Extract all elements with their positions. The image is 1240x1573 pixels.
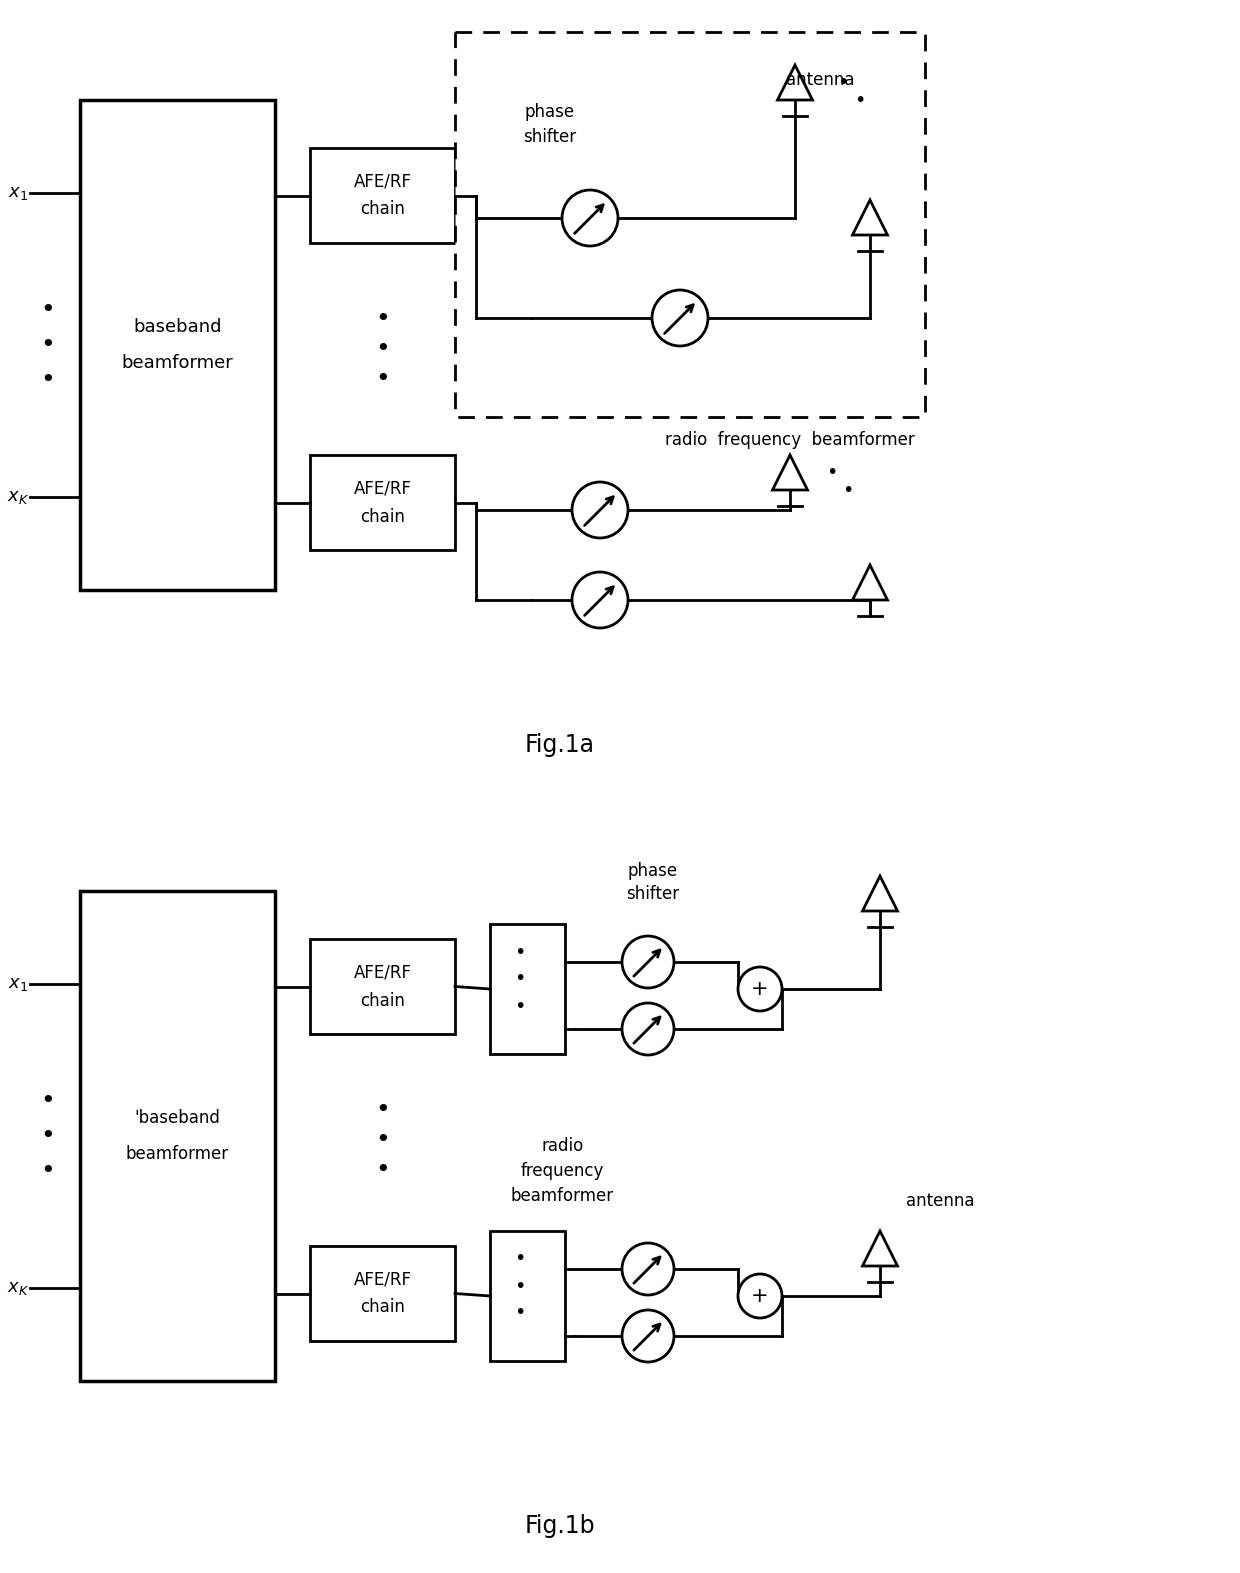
Text: phase: phase [627,862,678,879]
Text: •: • [41,333,56,357]
Text: •: • [41,1159,56,1183]
Text: •: • [826,464,838,483]
Text: +: + [751,1287,769,1306]
Bar [81,101,275,590]
Text: chain: chain [360,1298,405,1317]
Text: •: • [837,74,848,93]
Circle shape [572,573,627,628]
Text: chain: chain [360,991,405,1010]
Text: shifter: shifter [626,886,680,903]
Text: antenna: antenna [786,71,854,90]
Bar [455,31,925,417]
Text: +: + [751,978,769,999]
Text: beamformer: beamformer [122,354,233,371]
Circle shape [562,190,618,245]
Text: AFE/RF: AFE/RF [353,173,412,190]
Text: •: • [41,368,56,392]
Text: •: • [41,297,56,322]
Circle shape [572,481,627,538]
Text: $x_1$: $x_1$ [7,975,29,993]
Circle shape [622,1310,675,1362]
Text: •: • [376,1098,389,1122]
Text: •: • [376,1128,389,1151]
Text: chain: chain [360,200,405,219]
Text: Fig.1b: Fig.1b [525,1513,595,1538]
Circle shape [738,967,782,1011]
Text: •: • [513,1304,526,1323]
Text: •: • [513,942,526,961]
Text: •: • [842,481,853,500]
Text: •: • [376,367,389,392]
Text: frequency: frequency [521,1162,604,1180]
Bar [310,1246,455,1342]
Circle shape [622,936,675,988]
Text: $x_1$: $x_1$ [7,184,29,201]
Text: •: • [376,337,389,360]
Text: phase: phase [525,102,575,121]
Text: •: • [513,1249,526,1268]
Bar [490,1232,565,1361]
Bar [310,148,455,242]
Text: baseband: baseband [133,318,222,337]
Bar [310,939,455,1033]
Bar [81,890,275,1381]
Text: radio: radio [542,1137,584,1155]
Text: •: • [513,997,526,1016]
Text: •: • [854,91,866,110]
Circle shape [622,1243,675,1295]
Text: 'baseband: 'baseband [135,1109,221,1126]
Text: radio  frequency  beamformer: radio frequency beamformer [665,431,915,448]
Text: antenna: antenna [905,1192,975,1210]
Text: •: • [41,1125,56,1148]
Text: beamformer: beamformer [126,1145,229,1162]
Text: chain: chain [360,508,405,525]
Text: $x_K$: $x_K$ [7,1279,29,1298]
Text: Fig.1a: Fig.1a [525,733,595,757]
Circle shape [652,289,708,346]
Bar [490,923,565,1054]
Text: $x_K$: $x_K$ [7,488,29,507]
Circle shape [738,1274,782,1318]
Text: •: • [41,1089,56,1114]
Text: beamformer: beamformer [511,1188,614,1205]
Text: •: • [513,969,526,988]
Text: AFE/RF: AFE/RF [353,1271,412,1288]
Text: •: • [376,1158,389,1181]
Text: shifter: shifter [523,127,577,146]
Text: AFE/RF: AFE/RF [353,964,412,982]
Text: AFE/RF: AFE/RF [353,480,412,497]
Text: •: • [376,307,389,330]
Text: •: • [513,1277,526,1296]
Circle shape [622,1004,675,1055]
Bar [310,455,455,551]
